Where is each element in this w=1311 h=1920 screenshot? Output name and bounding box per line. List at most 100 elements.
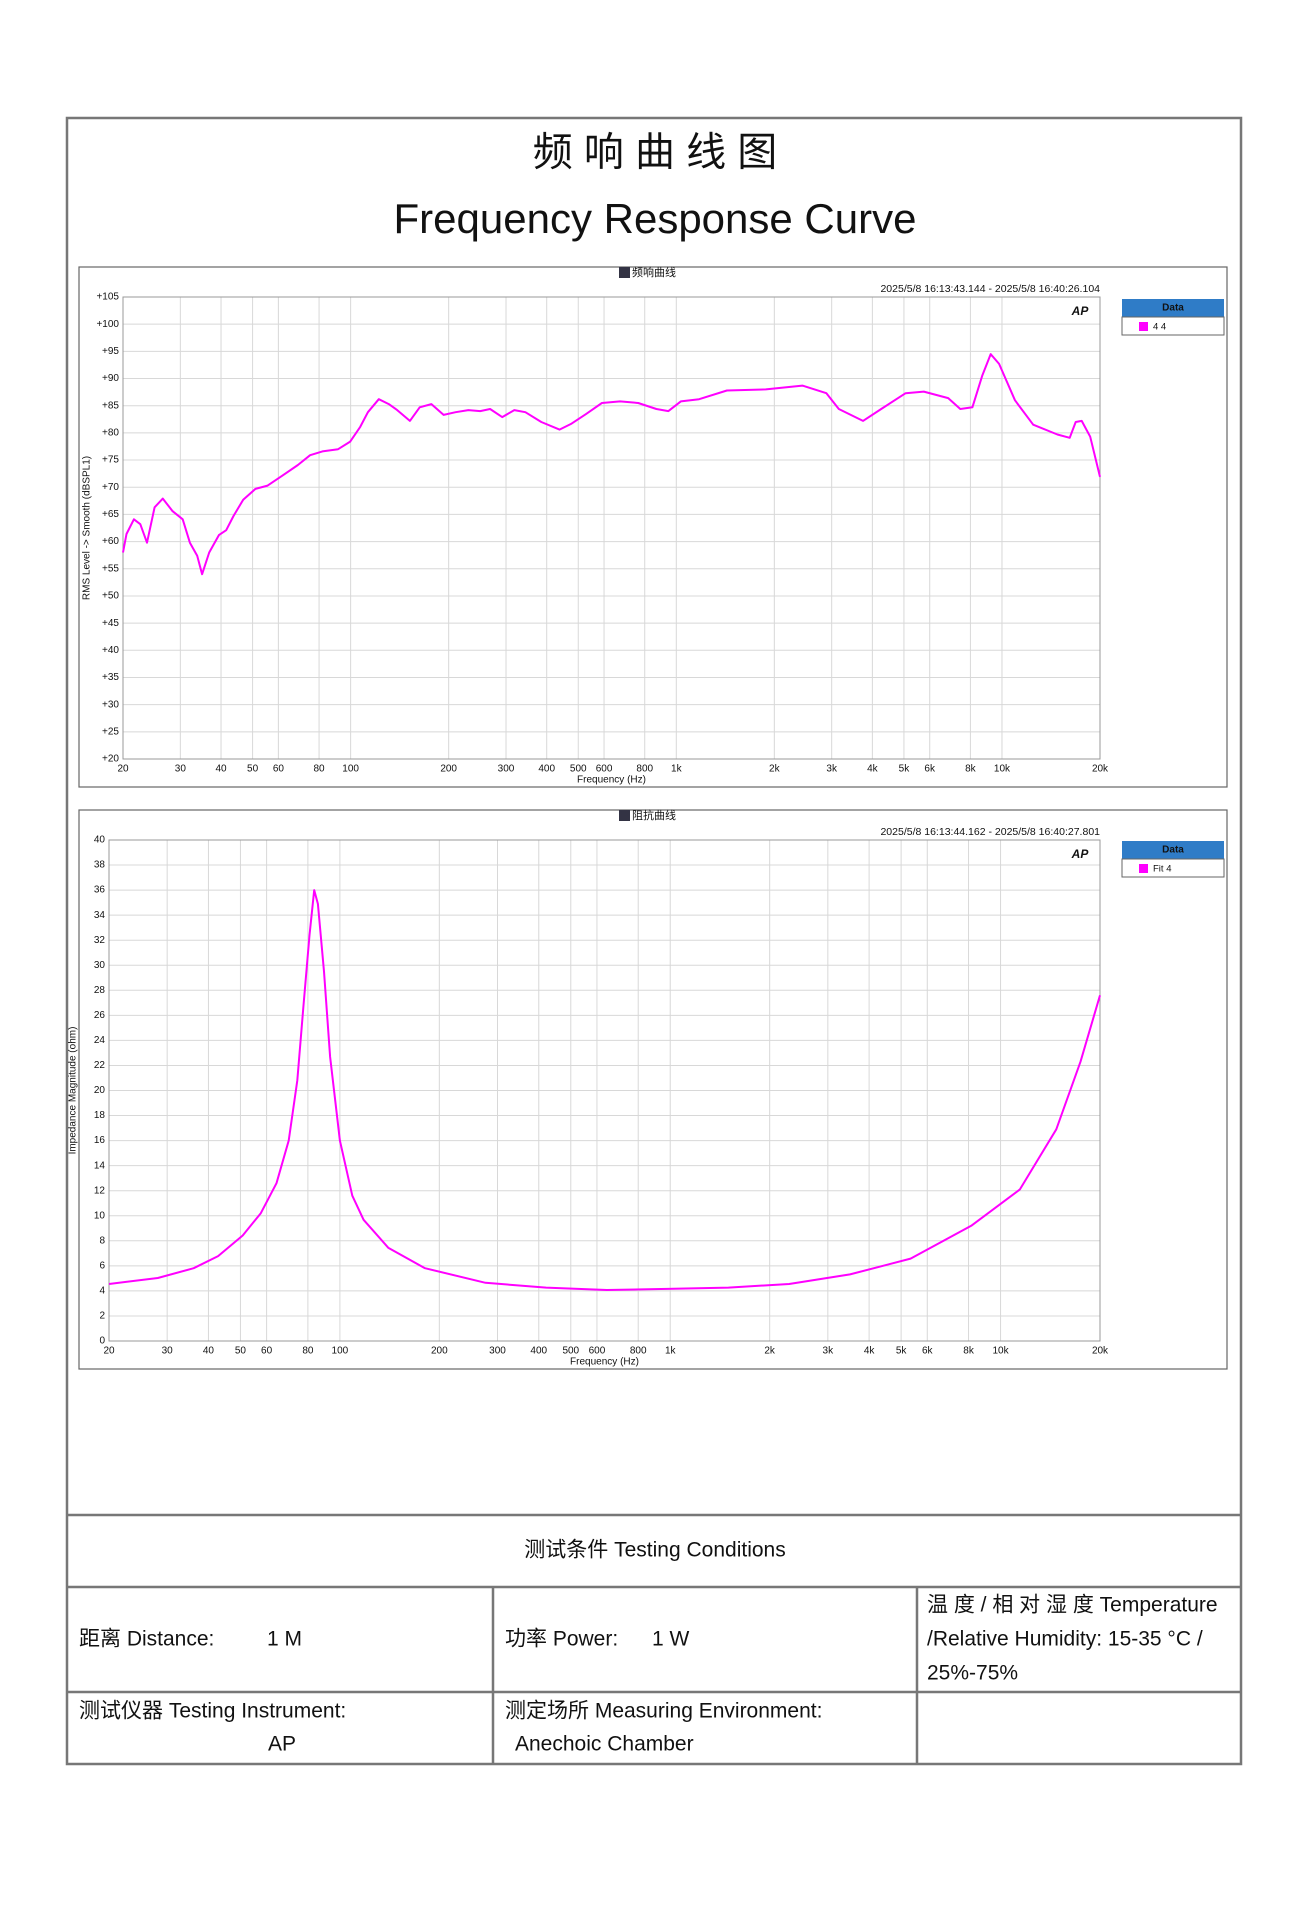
y-tick-label: +90 (102, 373, 119, 384)
x-tick-label: 400 (530, 1346, 547, 1357)
x-tick-label: 20 (103, 1346, 115, 1357)
logo: AP (1071, 304, 1090, 318)
x-tick-label: 20 (117, 764, 129, 775)
cell-value: Anechoic Chamber (515, 1733, 694, 1756)
x-tick-label: 30 (175, 764, 187, 775)
x-tick-label: 4k (867, 764, 879, 775)
y-tick-label: 22 (94, 1060, 106, 1071)
x-tick-label: 5k (899, 764, 911, 775)
y-tick-label: +100 (96, 319, 119, 330)
x-tick-label: 100 (332, 1346, 349, 1357)
cell-value: AP (268, 1733, 296, 1756)
title-cn: 频 响 曲 线 图 (533, 131, 777, 175)
y-tick-label: +105 (96, 292, 119, 303)
y-tick-label: 0 (99, 1336, 105, 1347)
x-tick-label: 800 (630, 1346, 647, 1357)
y-tick-label: +45 (102, 618, 119, 629)
x-tick-label: 800 (636, 764, 653, 775)
x-tick-label: 600 (589, 1346, 606, 1357)
series-line (122, 353, 1101, 576)
y-tick-label: +60 (102, 536, 119, 547)
y-tick-label: +65 (102, 509, 119, 520)
x-tick-label: 200 (431, 1346, 448, 1357)
x-tick-label: 600 (596, 764, 613, 775)
x-tick-label: 5k (896, 1346, 908, 1357)
x-tick-label: 30 (162, 1346, 174, 1357)
chart-title: 频响曲线 (632, 265, 676, 279)
cell-text: 温 度 / 相 对 湿 度 Temperature (927, 1594, 1218, 1617)
x-tick-label: 60 (261, 1346, 273, 1357)
y-tick-label: +20 (102, 754, 119, 765)
y-tick-label: +80 (102, 428, 119, 439)
cell-label: 功率 Power: (505, 1628, 618, 1651)
chart-title: 阻抗曲线 (632, 808, 676, 822)
y-tick-label: 40 (94, 835, 106, 846)
x-tick-label: 100 (342, 764, 359, 775)
x-tick-label: 1k (665, 1346, 677, 1357)
y-tick-label: +50 (102, 591, 119, 602)
legend-header (1122, 841, 1224, 859)
x-tick-label: 10k (992, 1346, 1009, 1357)
cell-label: 测定场所 Measuring Environment: (505, 1700, 822, 1723)
x-tick-label: 80 (314, 764, 326, 775)
x-tick-label: 500 (570, 764, 587, 775)
cell-value: 1 M (267, 1628, 302, 1651)
x-tick-label: 40 (203, 1346, 215, 1357)
x-tick-label: 3k (823, 1346, 835, 1357)
x-tick-label: 300 (498, 764, 515, 775)
title-en: Frequency Response Curve (394, 195, 917, 242)
x-tick-label: 60 (273, 764, 285, 775)
chart-title-icon (619, 810, 630, 821)
series-line (108, 889, 1101, 1291)
x-tick-label: 80 (302, 1346, 314, 1357)
x-tick-label: 200 (440, 764, 457, 775)
y-tick-label: 36 (94, 885, 106, 896)
y-tick-label: 6 (99, 1260, 105, 1271)
y-tick-label: 28 (94, 985, 106, 996)
logo: AP (1071, 847, 1090, 861)
y-tick-label: +75 (102, 455, 119, 466)
conditions-title: 测试条件 Testing Conditions (524, 1539, 785, 1562)
x-tick-label: 50 (235, 1346, 247, 1357)
cell-value: 1 W (652, 1628, 690, 1651)
x-tick-label: 6k (924, 764, 936, 775)
legend-swatch (1139, 864, 1148, 873)
legend-title: Data (1162, 303, 1184, 314)
x-tick-label: 2k (769, 764, 781, 775)
x-tick-label: 2k (764, 1346, 776, 1357)
cell-label: 距离 Distance: (79, 1628, 214, 1651)
plot-border (108, 839, 1101, 1342)
y-tick-label: 26 (94, 1010, 106, 1021)
x-tick-label: 8k (965, 764, 977, 775)
x-tick-label: 6k (922, 1346, 934, 1357)
y-tick-label: 18 (94, 1110, 106, 1121)
x-tick-label: 500 (562, 1346, 579, 1357)
y-tick-label: +70 (102, 482, 119, 493)
y-tick-label: 12 (94, 1185, 106, 1196)
legend-swatch (1139, 322, 1148, 331)
chart-subtitle: 2025/5/8 16:13:43.144 - 2025/5/8 16:40:2… (880, 283, 1100, 295)
y-tick-label: +55 (102, 563, 119, 574)
y-axis-label: RMS Level -> Smooth (dBSPL1) (82, 456, 93, 600)
y-tick-label: 2 (99, 1311, 105, 1322)
x-tick-label: 300 (489, 1346, 506, 1357)
y-tick-label: 30 (94, 960, 106, 971)
x-tick-label: 1k (671, 764, 683, 775)
cell-text: 25%-75% (927, 1662, 1018, 1685)
plot-border (122, 296, 1101, 760)
y-tick-label: +40 (102, 645, 119, 656)
y-tick-label: 32 (94, 935, 106, 946)
cell-label: 测试仪器 Testing Instrument: (79, 1700, 346, 1723)
y-tick-label: 24 (94, 1035, 106, 1046)
x-tick-label: 40 (215, 764, 227, 775)
legend-header (1122, 299, 1224, 317)
x-tick-label: 400 (538, 764, 555, 775)
x-tick-label: 20k (1092, 764, 1109, 775)
legend-title: Data (1162, 845, 1184, 856)
chart-title-icon (619, 267, 630, 278)
page-frame (65, 116, 1243, 1766)
y-tick-label: +35 (102, 672, 119, 683)
x-tick-label: 20k (1092, 1346, 1109, 1357)
y-axis-label: Impedance Magnitude (ohm) (68, 1027, 79, 1155)
